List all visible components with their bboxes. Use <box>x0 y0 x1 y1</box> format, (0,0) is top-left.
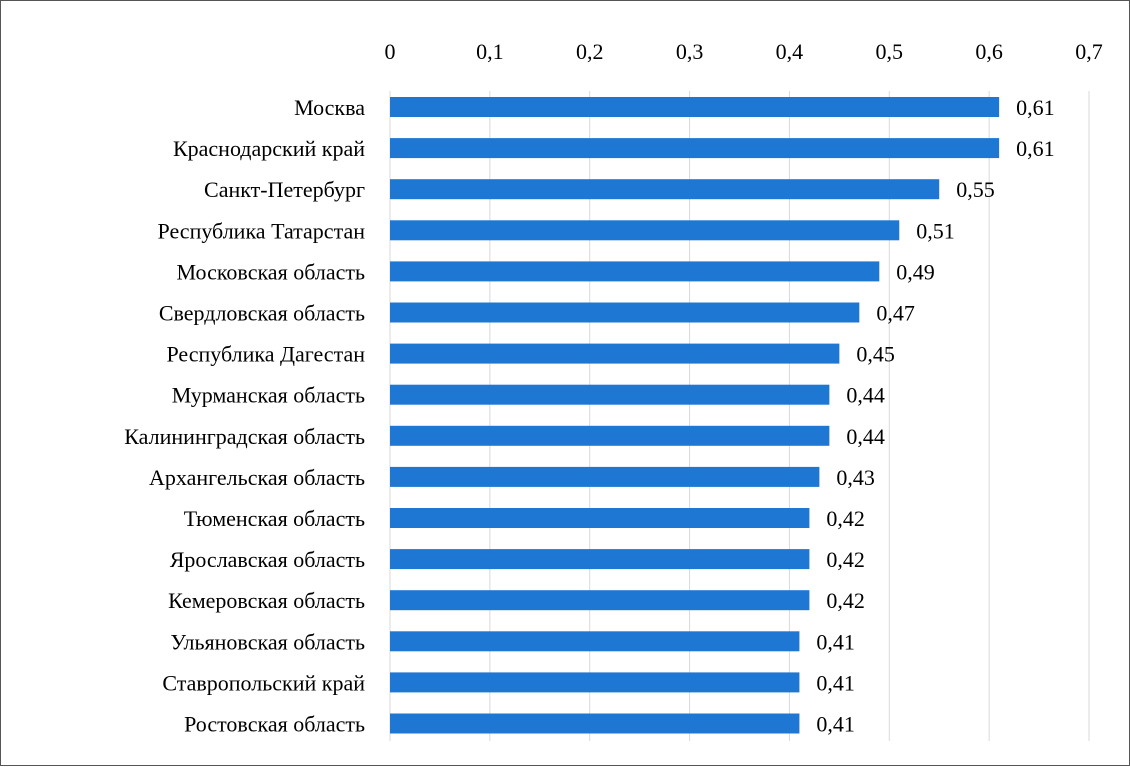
data-label: 0,47 <box>876 301 915 326</box>
x-axis-tick-labels: 0 0,1 0,2 0,3 0,4 0,5 0,6 0,7 <box>385 39 1103 64</box>
category-label: Санкт-Петербург <box>204 177 365 202</box>
data-label: 0,61 <box>1016 95 1055 120</box>
category-label: Ростовская область <box>184 712 365 737</box>
bars <box>390 97 1000 734</box>
x-tick-label: 0,4 <box>776 39 804 64</box>
x-tick-label: 0,6 <box>975 39 1003 64</box>
category-labels: Москва Краснодарский край Санкт-Петербург Р… <box>124 95 365 737</box>
bar <box>390 138 1000 159</box>
category-label: Мурманская область <box>172 383 365 408</box>
data-label: 0,41 <box>816 670 855 695</box>
category-label: Калининградская область <box>124 424 365 449</box>
category-label: Краснодарский край <box>173 136 365 161</box>
data-label: 0,43 <box>836 465 875 490</box>
data-label: 0,49 <box>896 259 935 284</box>
x-tick-label: 0,2 <box>576 39 604 64</box>
data-label: 0,42 <box>826 588 865 613</box>
category-label: Ярославская область <box>170 547 365 572</box>
bar <box>390 590 810 611</box>
data-label: 0,41 <box>816 629 855 654</box>
category-label: Московская область <box>177 259 365 284</box>
data-label: 0,44 <box>846 424 885 449</box>
bar <box>390 220 900 241</box>
bar <box>390 508 810 528</box>
category-label: Тюменская область <box>184 506 365 531</box>
data-label: 0,42 <box>826 547 865 572</box>
bar <box>390 97 1000 117</box>
data-label: 0,41 <box>816 712 855 737</box>
bar <box>390 384 830 405</box>
bar <box>390 343 840 364</box>
data-label: 0,45 <box>856 342 895 367</box>
category-label: Республика Дагестан <box>166 342 365 367</box>
bar <box>390 302 860 323</box>
category-label: Архангельская область <box>149 465 365 490</box>
x-tick-label: 0,7 <box>1075 39 1103 64</box>
category-label: Ульяновская область <box>170 629 365 654</box>
data-label: 0,61 <box>1016 136 1055 161</box>
category-label: Свердловская область <box>159 301 365 326</box>
x-tick-label: 0,3 <box>676 39 704 64</box>
category-label: Республика Татарстан <box>158 218 366 243</box>
bar <box>390 713 800 734</box>
bar <box>390 466 820 487</box>
data-label: 0,51 <box>916 218 955 243</box>
x-tick-label: 0 <box>385 39 396 64</box>
x-tick-label: 0,5 <box>876 39 904 64</box>
category-label: Москва <box>294 95 365 120</box>
bar <box>390 631 800 652</box>
bar <box>390 672 800 693</box>
bar <box>390 261 880 282</box>
data-label: 0,44 <box>846 383 885 408</box>
gridlines <box>389 91 1090 741</box>
x-tick-label: 0,1 <box>476 39 504 64</box>
category-label: Ставропольский край <box>162 670 365 695</box>
data-label: 0,42 <box>826 506 865 531</box>
bar <box>390 179 940 200</box>
bar <box>390 425 830 446</box>
data-label: 0,55 <box>956 177 995 202</box>
category-label: Кемеровская область <box>168 588 365 613</box>
bar <box>390 549 810 570</box>
data-labels: 0,61 0,61 0,550,51 0,49 0,47 0,45 0,44 0,44 0,43… <box>816 95 1054 737</box>
